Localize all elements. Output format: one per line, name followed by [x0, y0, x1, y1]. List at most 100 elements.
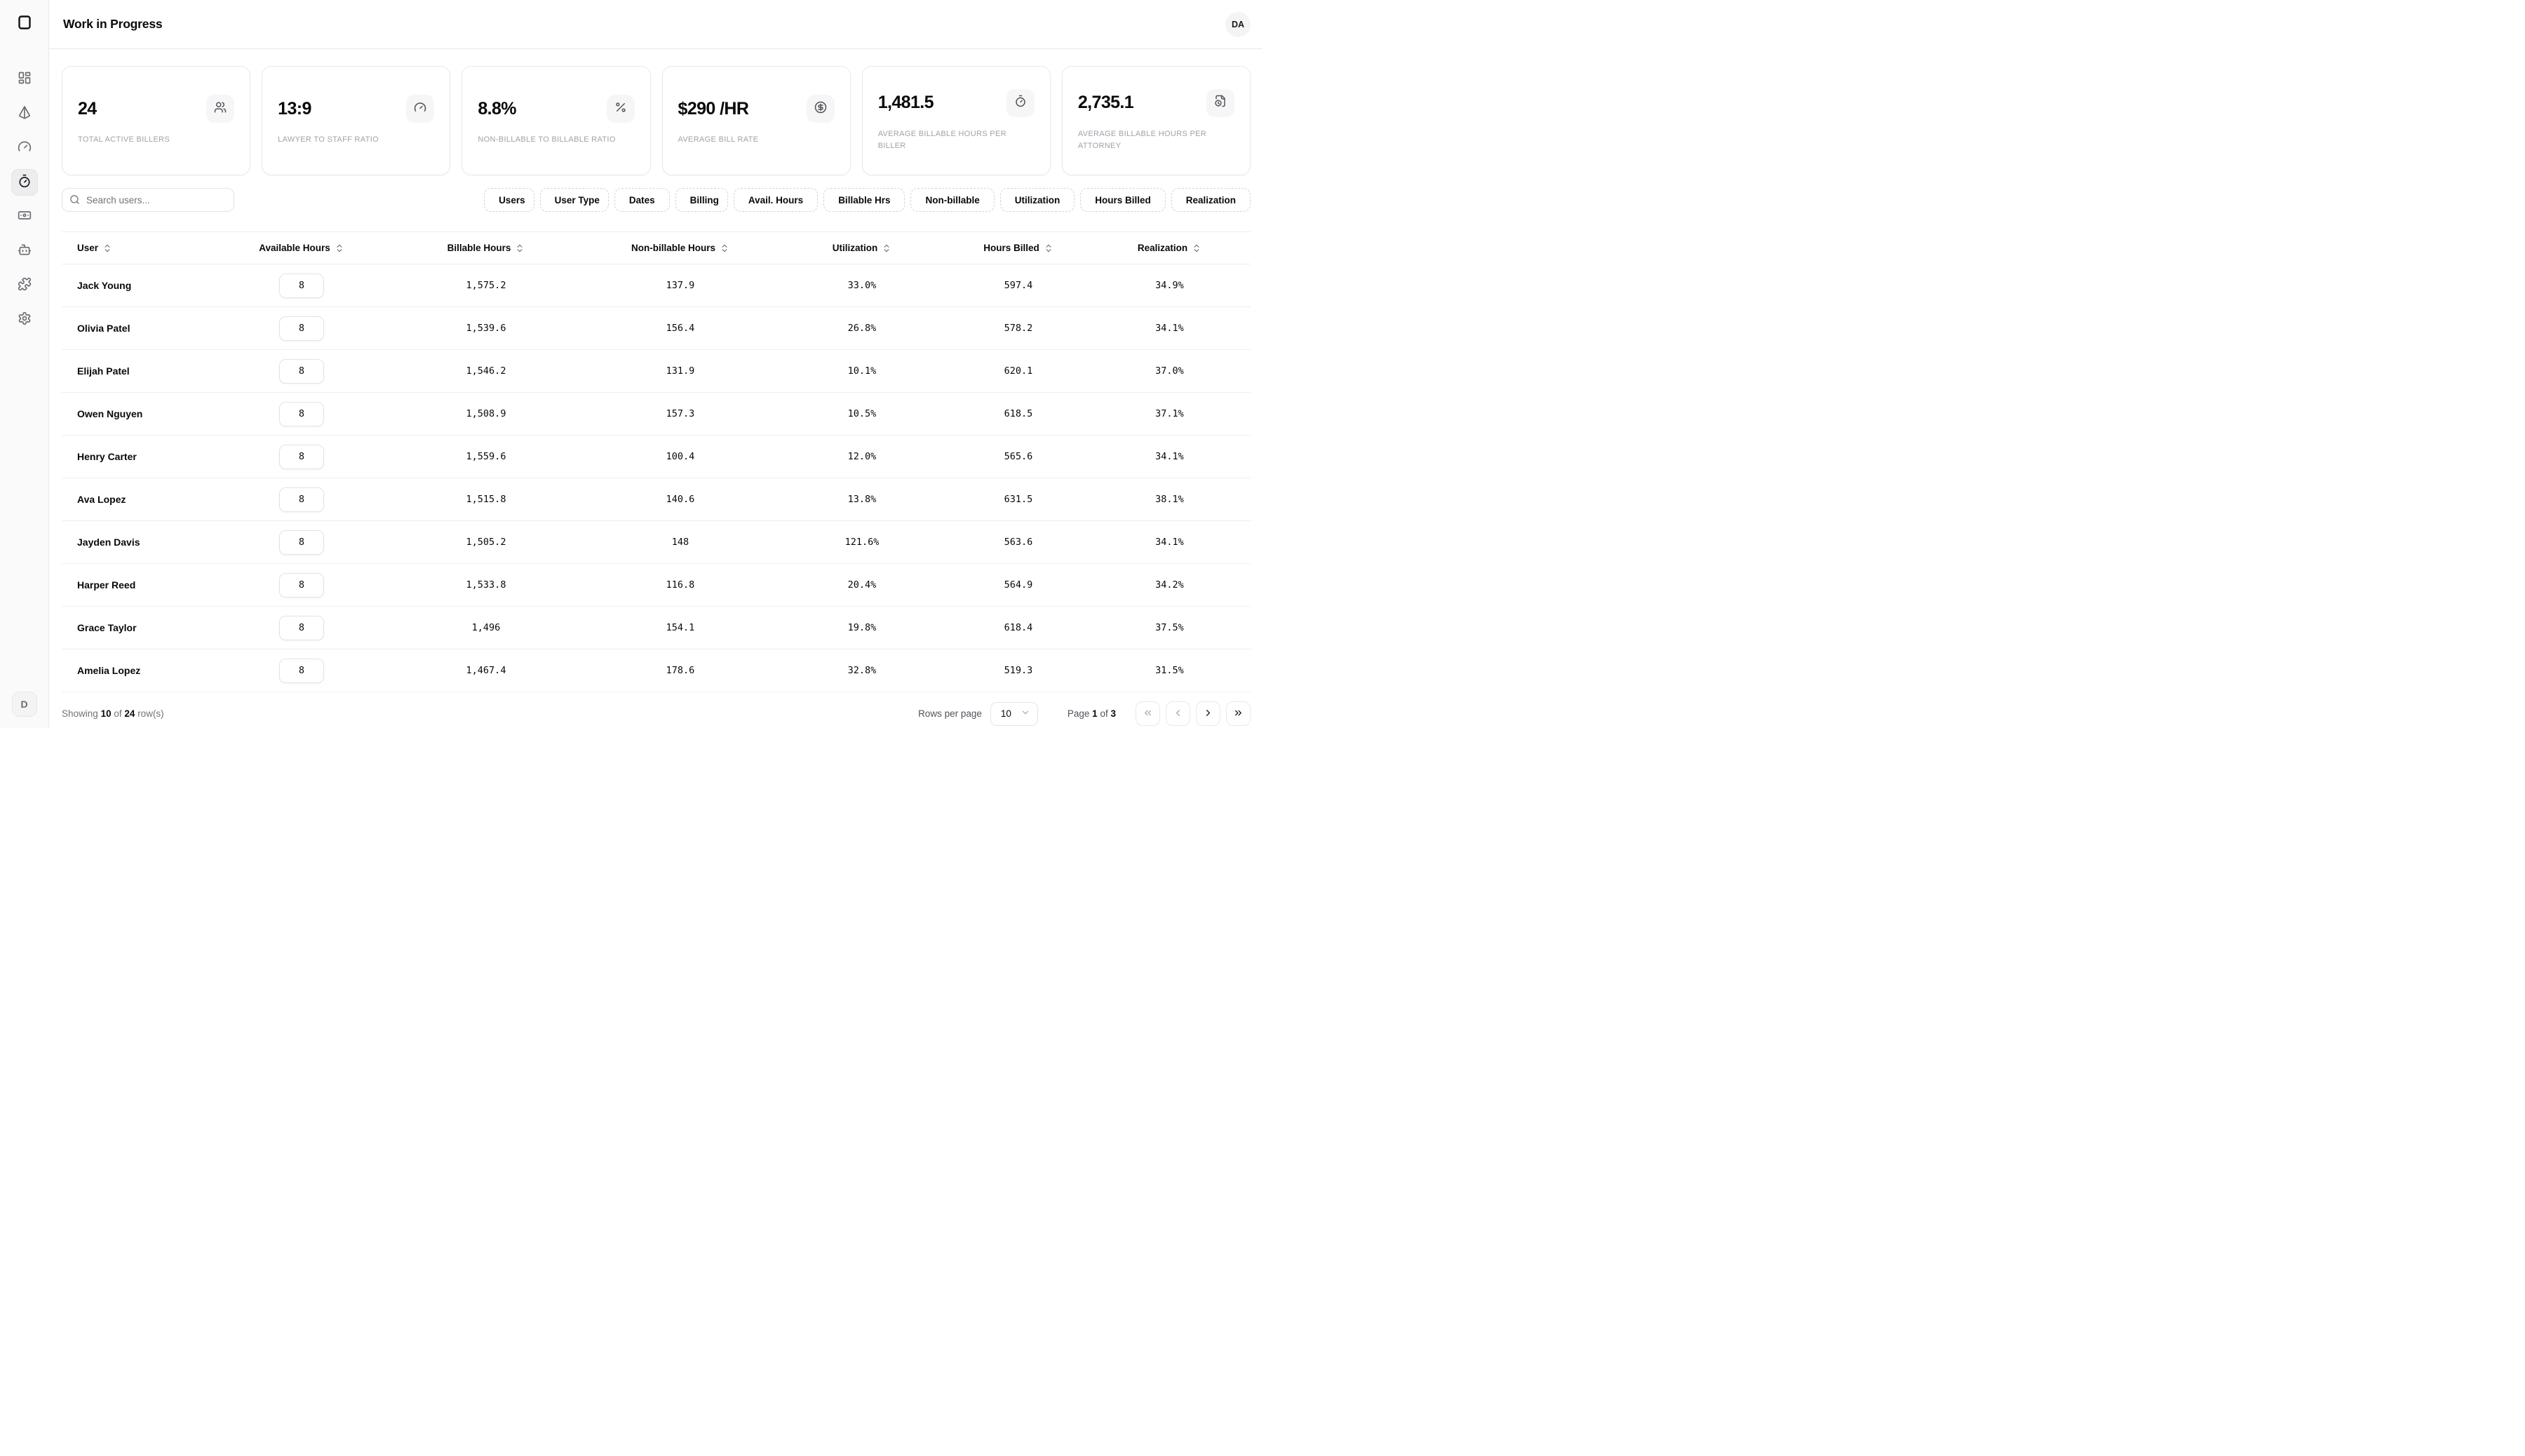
user-name: Owen Nguyen [77, 408, 143, 419]
available-hours-input[interactable] [279, 316, 324, 341]
available-hours-input[interactable] [279, 530, 324, 555]
sidebar-item-puzzle[interactable] [11, 272, 38, 299]
chevrons-right-icon [1233, 708, 1244, 720]
search-input[interactable] [62, 188, 234, 212]
column-header-utilization[interactable]: Utilization [776, 243, 948, 253]
available-hours-input[interactable] [279, 358, 324, 384]
previous-page-button[interactable] [1166, 701, 1190, 726]
billable-hours-cell: 1,496 [471, 622, 501, 633]
kpi-value: 2,735.1 [1077, 93, 1134, 113]
kpi-iconbox [206, 95, 235, 123]
sidebar-item-timer[interactable] [11, 169, 38, 196]
available-hours-input[interactable] [279, 444, 324, 469]
rows-per-page-select[interactable]: 10 [990, 701, 1038, 726]
timer-icon [1014, 95, 1027, 111]
available-hours-input[interactable] [279, 401, 324, 426]
available-hours-input[interactable] [279, 658, 324, 683]
utilization-cell: 26.8% [847, 323, 877, 334]
column-header-user[interactable]: User [62, 243, 216, 253]
available-hours-input[interactable] [279, 572, 324, 598]
available-hours-input[interactable] [279, 273, 324, 298]
kpi-value: 24 [78, 98, 97, 119]
billable-hours-cell: 1,505.2 [466, 537, 506, 548]
sidebar-item-dashboard[interactable] [11, 66, 38, 93]
bot-icon [18, 243, 32, 260]
hours-billed-cell: 564.9 [1004, 579, 1033, 591]
kpi-label: LAWYER TO STAFF RATIO [278, 135, 379, 144]
chevron-right-icon [1203, 708, 1213, 720]
non-billable-hours-cell: 157.3 [666, 408, 695, 419]
filter-chips: Users User Type Dates Billing Avail. Hours Bi… [484, 188, 1251, 212]
hours-billed-cell: 631.5 [1004, 494, 1033, 505]
filter-chip-billable-hrs[interactable]: Billable Hrs [823, 188, 905, 212]
billable-hours-cell: 1,559.6 [466, 451, 506, 462]
content: 24 TOTAL ACTIVE BILLERS 13:9 LAWYER TO STAF… [49, 49, 1262, 728]
billable-hours-cell: 1,539.6 [466, 323, 506, 334]
user-name: Ava Lopez [77, 494, 126, 505]
column-header-hours-billed[interactable]: Hours Billed [948, 243, 1089, 253]
sidebar-item-pyramid[interactable] [11, 100, 38, 127]
user-name: Jack Young [77, 280, 132, 291]
filter-chip-users[interactable]: Users [484, 188, 534, 212]
kpi-card: $290 /HR AVERAGE BILL RATE [661, 66, 851, 175]
filter-chip-dates[interactable]: Dates [614, 188, 670, 212]
filter-chip-avail-hours[interactable]: Avail. Hours [733, 188, 819, 212]
billable-hours-cell: 1,508.9 [466, 408, 506, 419]
table-row: Olivia Patel 1,539.6 156.4 26.8% 578.2 34.1% [62, 307, 1251, 350]
realization-cell: 34.1% [1155, 537, 1184, 548]
app-root: D Work in Progress DA 24 TOTAL ACTIVE BIL… [0, 0, 1262, 728]
next-page-button[interactable] [1196, 701, 1220, 726]
search-box [62, 188, 234, 212]
sidebar-item-bot[interactable] [11, 238, 38, 264]
kpi-label: TOTAL ACTIVE BILLERS [78, 135, 170, 144]
realization-cell: 34.9% [1155, 280, 1184, 291]
billable-hours-cell: 1,467.4 [466, 665, 506, 676]
filter-chip-user-type[interactable]: User Type [539, 188, 609, 212]
filter-chip-billing[interactable]: Billing [675, 188, 728, 212]
user-name: Elijah Patel [77, 365, 130, 377]
sidebar-user-avatar[interactable]: D [11, 692, 37, 717]
table-row: Harper Reed 1,533.8 116.8 20.4% 564.9 34.2% [62, 564, 1251, 607]
main-area: Work in Progress DA 24 TOTAL ACTIVE BILLE… [49, 0, 1262, 728]
users-table: User Available Hours Billable Hours Non-bil… [62, 231, 1251, 692]
available-hours-input[interactable] [279, 487, 324, 512]
sidebar-item-settings[interactable] [11, 306, 38, 333]
pyramid-icon [18, 105, 32, 123]
filter-chip-hours-billed[interactable]: Hours Billed [1080, 188, 1166, 212]
filter-chip-realization[interactable]: Realization [1171, 188, 1251, 212]
table-header: User Available Hours Billable Hours Non-bil… [62, 232, 1251, 264]
filter-chip-utilization[interactable]: Utilization [999, 188, 1075, 212]
first-page-button[interactable] [1136, 701, 1160, 726]
kpi-iconbox [1206, 88, 1235, 117]
users-icon [214, 101, 227, 117]
available-hours-input[interactable] [279, 615, 324, 640]
hours-billed-cell: 620.1 [1004, 365, 1033, 377]
chevrons-left-icon [1143, 708, 1153, 720]
realization-cell: 34.2% [1155, 579, 1184, 591]
topbar: Work in Progress DA [49, 0, 1262, 49]
sidebar-item-banknote[interactable] [11, 203, 38, 230]
kpi-label: AVERAGE BILLABLE HOURS PER ATTORNEY [1077, 129, 1207, 150]
column-header-available-hours[interactable]: Available Hours [216, 243, 387, 253]
user-avatar[interactable]: DA [1225, 11, 1251, 37]
realization-cell: 34.1% [1155, 451, 1184, 462]
dashboard-icon [18, 71, 32, 88]
user-name: Harper Reed [77, 579, 136, 591]
sort-icon [1192, 243, 1201, 253]
filter-chip-non-billable[interactable]: Non-billable [910, 188, 995, 212]
hours-billed-cell: 565.6 [1004, 451, 1033, 462]
column-header-billable-hours[interactable]: Billable Hours [387, 243, 585, 253]
user-name: Jayden Davis [77, 537, 140, 548]
column-header-realization[interactable]: Realization [1089, 243, 1251, 253]
realization-cell: 37.0% [1155, 365, 1184, 377]
table-row: Ava Lopez 1,515.8 140.6 13.8% 631.5 38.1% [62, 478, 1251, 521]
last-page-button[interactable] [1226, 701, 1251, 726]
page-title: Work in Progress [63, 17, 163, 31]
utilization-cell: 12.0% [847, 451, 877, 462]
pager-buttons [1136, 701, 1251, 726]
column-header-non-billable-hours[interactable]: Non-billable Hours [585, 243, 776, 253]
non-billable-hours-cell: 131.9 [666, 365, 695, 377]
table-footer: Showing 10 of 24 row(s) Rows per page 10… [62, 701, 1251, 736]
sidebar-item-gauge[interactable] [11, 135, 38, 161]
